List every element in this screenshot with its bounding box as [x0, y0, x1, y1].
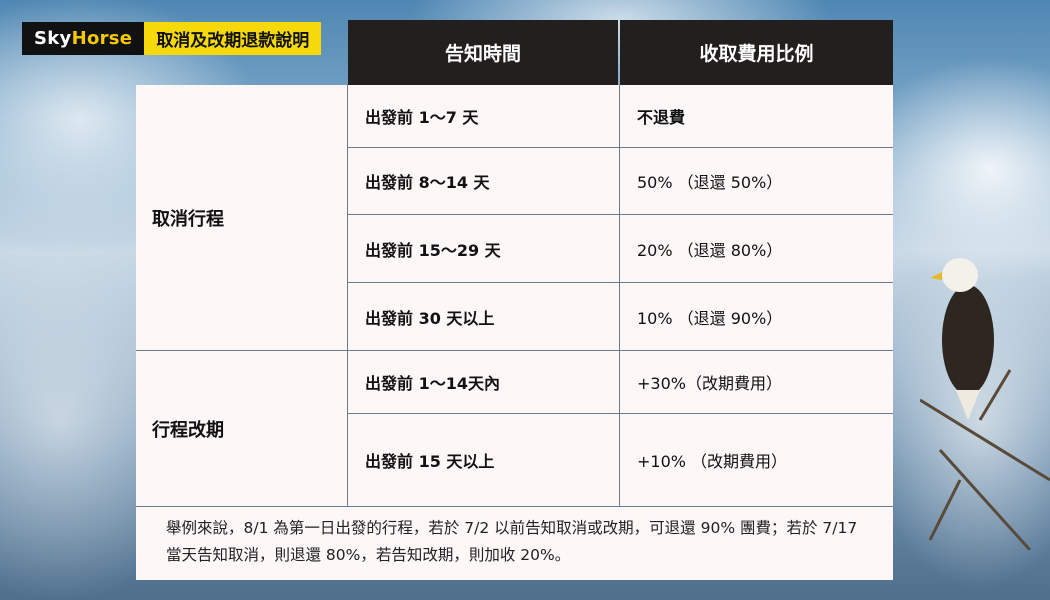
divider	[136, 350, 893, 351]
table-row-fee: 不退費	[637, 108, 686, 127]
divider	[348, 413, 893, 414]
divider	[348, 214, 893, 215]
category-cancel: 取消行程	[152, 208, 224, 230]
table-row-fee: +10% （改期費用）	[637, 452, 788, 471]
header-fee-ratio: 收取費用比例	[620, 20, 893, 85]
refund-policy-table: 告知時間 收取費用比例 取消行程 出發前 1～7 天 不退費 出發前 8～14 …	[136, 20, 893, 580]
category-reschedule: 行程改期	[152, 419, 224, 441]
skyhorse-logo: Sky Horse	[22, 22, 145, 55]
eagle-illustration	[920, 258, 1050, 550]
divider	[619, 85, 620, 507]
table-row-when: 出發前 1～7 天	[365, 108, 479, 127]
logo-sky: Sky	[34, 28, 72, 49]
table-row-when: 出發前 15～29 天	[365, 240, 501, 260]
table-row-when: 出發前 15 天以上	[365, 452, 495, 471]
example-note: 舉例來說，8/1 為第一日出發的行程，若於 7/2 以前告知取消或改期，可退還 …	[166, 519, 858, 564]
divider	[136, 506, 893, 507]
divider	[348, 147, 893, 148]
table-row-fee: 50% （退還 50%）	[637, 173, 783, 192]
table-row-fee: +30%（改期費用）	[637, 374, 782, 393]
brand-header: Sky Horse 取消及改期退款說明	[22, 22, 322, 55]
logo-horse: Horse	[71, 28, 133, 49]
table-row-when: 出發前 30 天以上	[365, 308, 495, 328]
page-title: 取消及改期退款說明	[144, 22, 322, 55]
table-row-fee: 10% （退還 90%）	[637, 308, 783, 328]
header-notice-time: 告知時間	[348, 20, 618, 85]
divider	[347, 85, 348, 507]
table-row-when: 出發前 8～14 天	[365, 173, 490, 192]
table-row-fee: 20% （退還 80%）	[637, 240, 783, 260]
table-row-when: 出發前 1～14天內	[365, 374, 500, 393]
divider	[348, 282, 893, 283]
table-body: 取消行程 出發前 1～7 天 不退費 出發前 8～14 天 50% （退還 50…	[136, 85, 893, 580]
